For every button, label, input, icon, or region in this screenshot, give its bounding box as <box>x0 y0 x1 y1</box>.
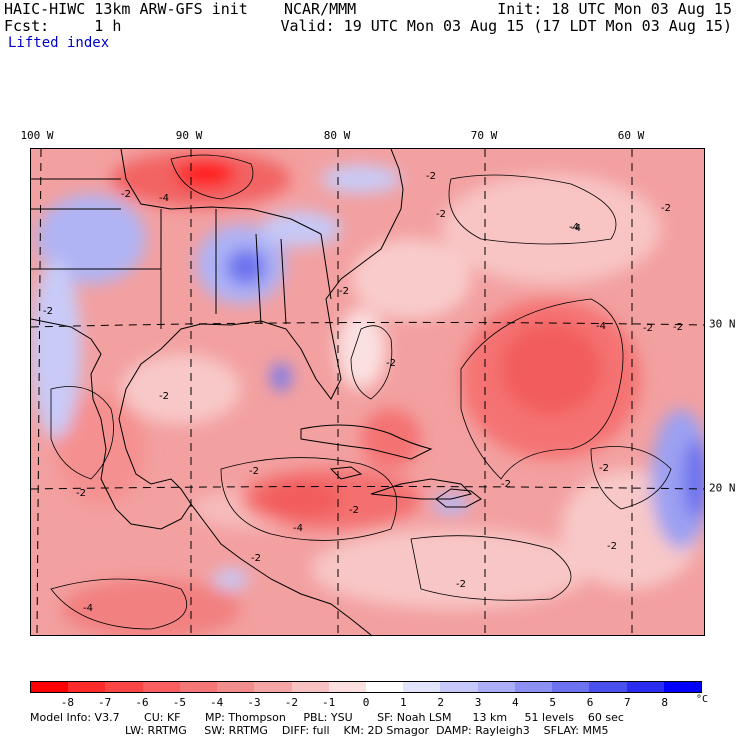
color-scale-label: -6 <box>135 696 149 709</box>
contour-label: -2 <box>339 286 349 297</box>
color-scale-label: 1 <box>400 696 407 709</box>
color-scale-label: 0 <box>362 696 370 709</box>
color-scale-swatch <box>217 682 255 692</box>
contour-label: -2 <box>673 322 683 333</box>
contour-label: -2 <box>436 209 446 220</box>
color-scale-label: 6 <box>586 696 594 709</box>
color-scale-swatch <box>328 682 366 692</box>
color-scale-swatch <box>254 682 292 692</box>
contour-label: -2 <box>121 189 131 200</box>
color-scale-label: -8 <box>60 696 74 709</box>
model-info-line1: Model Info: V3.7 CU: KF MP: Thompson PBL… <box>30 711 624 724</box>
contour-label: -2 <box>501 479 511 490</box>
lat-lon-grid <box>31 149 704 635</box>
contour-label: -2 <box>159 391 169 402</box>
lon-label-70w: 70 W <box>470 129 498 142</box>
color-scale-label: -2 <box>284 696 298 709</box>
contour-label: -2 <box>43 306 53 317</box>
forecast-hour: Fcst: 1 h <box>4 17 122 35</box>
lon-label-100w: 100 W <box>20 129 54 142</box>
contour-label: -4 <box>596 321 606 332</box>
color-scale-swatch <box>105 682 143 692</box>
color-scale-swatch <box>291 682 329 692</box>
color-scale-bar <box>30 681 702 693</box>
lifted-index-map: -2 -4 -2 -2 -4 -2 -2 -2 -2 -4 -2 -2 -2 -… <box>30 148 705 636</box>
color-scale-label: -5 <box>172 696 186 709</box>
color-scale-label: 8 <box>661 696 668 709</box>
color-scale-label: 2 <box>437 696 444 709</box>
color-scale-swatch <box>179 682 218 692</box>
lon-label-90w: 90 W <box>175 129 203 142</box>
lat-label-30n: 30 N <box>709 317 736 331</box>
contour-labels: -2 -4 -2 -2 -4 -2 -2 -2 -2 -4 -2 -2 -2 -… <box>43 171 683 614</box>
unit-label: °C <box>696 694 709 705</box>
contour-label: -2 <box>386 358 396 369</box>
coastlines <box>31 149 482 635</box>
color-scale-swatch <box>440 682 478 692</box>
color-scale-label: 3 <box>474 696 482 709</box>
contour-label: -2 <box>599 463 609 474</box>
model-title: HAIC-HIWC 13km ARW-GFS init NCAR/MMM <box>4 0 357 18</box>
color-scale-swatch <box>589 682 627 692</box>
color-scale-label: 7 <box>624 696 631 709</box>
color-scale-label: -3 <box>247 696 261 709</box>
contour-label: -4 <box>571 223 581 234</box>
color-scale-label: -7 <box>98 696 112 709</box>
color-scale-swatch <box>403 682 441 692</box>
contour-label: -4 <box>293 523 303 534</box>
color-scale-label: 5 <box>549 696 556 709</box>
contour-label: -2 <box>607 541 617 552</box>
init-time: Init: 18 UTC Mon 03 Aug 15 <box>497 0 732 18</box>
contour-label: -2 <box>251 553 261 564</box>
lon-label-60w: 60 W <box>617 129 645 142</box>
color-scale-swatch <box>68 682 106 692</box>
color-scale-swatch <box>365 682 404 692</box>
contour-label: -2 <box>349 505 359 516</box>
contour-label: -2 <box>249 466 259 477</box>
color-scale-label: -1 <box>322 696 336 709</box>
contour-label: -2 <box>456 579 466 590</box>
lat-label-20n: 20 N <box>709 481 736 495</box>
field-name: Lifted index <box>8 35 110 51</box>
color-scale-swatch <box>663 682 701 692</box>
field-shading <box>31 151 704 635</box>
color-scale-swatch <box>142 682 180 692</box>
model-info-line2: LW: RRTMG SW: RRTMG DIFF: full KM: 2D Sm… <box>125 724 609 737</box>
color-scale-swatch <box>626 682 664 692</box>
color-scale-label: 4 <box>512 696 519 709</box>
color-scale-swatch <box>514 682 553 692</box>
color-scale-swatch <box>31 682 69 692</box>
lon-label-80w: 80 W <box>323 129 351 142</box>
contour-label: -2 <box>76 488 86 499</box>
contour-label: -4 <box>83 603 93 614</box>
contour-lines <box>50 154 672 630</box>
contour-label: -2 <box>426 171 436 182</box>
contour-label: -4 <box>159 193 169 204</box>
contour-label: -2 <box>643 323 653 334</box>
contour-label: -4 <box>569 222 579 233</box>
map-canvas: -2 -4 -2 -2 -4 -2 -2 -2 -2 -4 -2 -2 -2 -… <box>31 149 704 635</box>
color-scale-swatch <box>477 682 515 692</box>
color-scale-swatch <box>552 682 590 692</box>
contour-label: -2 <box>661 203 671 214</box>
color-scale-label: -4 <box>210 696 224 709</box>
valid-time: Valid: 19 UTC Mon 03 Aug 15 (17 LDT Mon … <box>280 17 732 35</box>
